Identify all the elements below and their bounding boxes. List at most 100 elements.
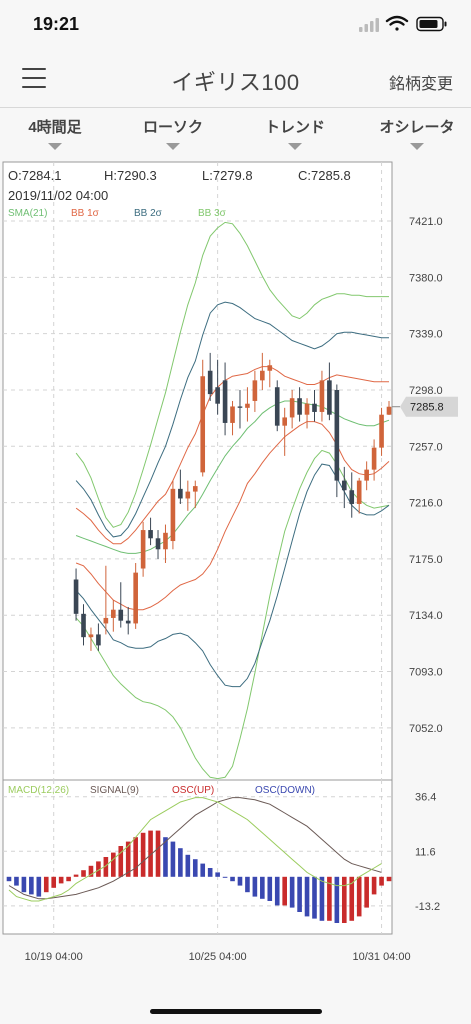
y-tick-label: 7093.0	[409, 667, 443, 679]
candle	[73, 568, 79, 621]
osc-down-bar	[36, 876, 42, 897]
candle-body	[327, 380, 332, 415]
candle-body	[356, 480, 362, 504]
y-tick-label: 7175.0	[409, 554, 443, 566]
legend-bb2: BB 2σ	[134, 208, 163, 219]
candle	[260, 352, 265, 390]
candle	[148, 517, 153, 546]
candle-body	[111, 609, 116, 618]
candle	[96, 623, 101, 651]
candle	[81, 604, 86, 646]
osc-up-bar	[282, 876, 287, 906]
osc-up-bar	[73, 874, 79, 877]
oscillator-selector[interactable]: オシレータ	[362, 116, 471, 150]
current-price-label: 7285.8	[410, 402, 444, 414]
candle-body	[282, 417, 287, 426]
osc-up-bar	[379, 876, 384, 886]
osc-up-bar	[43, 876, 49, 893]
candle	[319, 370, 325, 422]
candle	[327, 362, 332, 421]
candle-body	[103, 617, 109, 624]
candle-body	[312, 403, 317, 412]
y-tick-label: 7052.0	[409, 723, 443, 735]
trend-selector[interactable]: トレンド	[240, 116, 350, 150]
osc-up-bar	[96, 861, 101, 877]
candle	[356, 477, 362, 514]
candle-body	[379, 414, 384, 448]
page-title: イギリス100	[171, 70, 300, 95]
legend-osc-up: OSC(UP)	[172, 785, 214, 796]
candle	[185, 480, 191, 511]
osc-tick-label: -13.2	[415, 901, 440, 913]
osc-up-bar	[341, 876, 347, 923]
candle-body	[215, 387, 220, 404]
candle-body	[96, 634, 101, 646]
timeframe-selector[interactable]: 4時間足	[0, 116, 110, 150]
candle-body	[230, 406, 235, 423]
osc-down-bar	[334, 876, 340, 923]
home-indicator	[150, 1009, 322, 1014]
wifi-icon	[385, 15, 409, 31]
candle	[170, 480, 176, 550]
battery-icon	[416, 16, 447, 32]
candle-body	[237, 406, 243, 408]
osc-up-bar	[58, 876, 64, 884]
bb1-upper-line	[75, 366, 389, 545]
candle-body	[289, 398, 295, 418]
candle-body	[118, 609, 124, 621]
price-chart[interactable]: 7421.0 7380.0 7339.0 7298.0 7257.0 7216.0 7175…	[0, 160, 471, 990]
status-bar: 19:21	[0, 0, 471, 50]
osc-up-bar	[386, 876, 392, 882]
osc-up-bar	[349, 876, 355, 921]
candle	[267, 359, 273, 388]
chevron-down-icon	[410, 143, 424, 150]
osc-down-bar	[267, 876, 273, 901]
osc-up-bar	[111, 852, 116, 877]
chart-type-selector[interactable]: ローソク	[118, 116, 228, 150]
legend-macd: MACD(12,26)	[8, 785, 69, 796]
osc-down-bar	[252, 876, 258, 897]
candle	[215, 359, 220, 415]
osc-down-bar	[200, 863, 206, 877]
candle	[252, 370, 258, 412]
candle	[379, 407, 384, 456]
osc-tick-label: 11.6	[415, 846, 436, 858]
signal-line	[8, 797, 382, 900]
candle	[207, 352, 213, 401]
candle	[222, 362, 228, 436]
menu-icon[interactable]	[22, 68, 46, 88]
osc-up-bar	[81, 870, 86, 877]
ohlc-datetime: 2019/11/02 04:00	[8, 188, 108, 203]
candle	[237, 389, 243, 429]
bb3-upper-line	[75, 221, 389, 528]
osc-up-bar	[371, 876, 377, 895]
osc-down-bar	[178, 848, 183, 877]
osc-up-bar	[51, 876, 57, 888]
change-symbol-button[interactable]: 銘柄変更	[388, 76, 453, 93]
y-tick-label: 7421.0	[409, 216, 443, 228]
candle-body	[319, 380, 325, 412]
candle	[200, 359, 206, 477]
candle	[349, 472, 355, 518]
candle-body	[386, 406, 392, 415]
ohlc-low: L:7279.8	[202, 168, 253, 183]
legend-signal: SIGNAL(9)	[90, 785, 139, 796]
navbar: イギリス100 銘柄変更	[0, 50, 471, 108]
osc-down-bar	[170, 841, 176, 877]
osc-up-bar	[118, 846, 124, 877]
candle-body	[260, 370, 265, 381]
osc-up-bar	[103, 857, 109, 877]
candle-body	[88, 634, 94, 638]
osc-down-bar	[222, 876, 228, 878]
legend-sma: SMA(21)	[8, 208, 47, 219]
x-tick-label: 10/31 04:00	[352, 951, 410, 963]
osc-plot-frame	[2, 779, 393, 935]
ohlc-open: O:7284.1	[8, 168, 62, 183]
candle	[155, 530, 161, 559]
candle-body	[73, 579, 79, 614]
candle	[371, 439, 377, 481]
osc-down-bar	[163, 837, 168, 877]
candle	[304, 398, 310, 429]
candle	[341, 466, 347, 509]
chart-area[interactable]: 7421.0 7380.0 7339.0 7298.0 7257.0 7216.0 7175…	[0, 160, 471, 990]
